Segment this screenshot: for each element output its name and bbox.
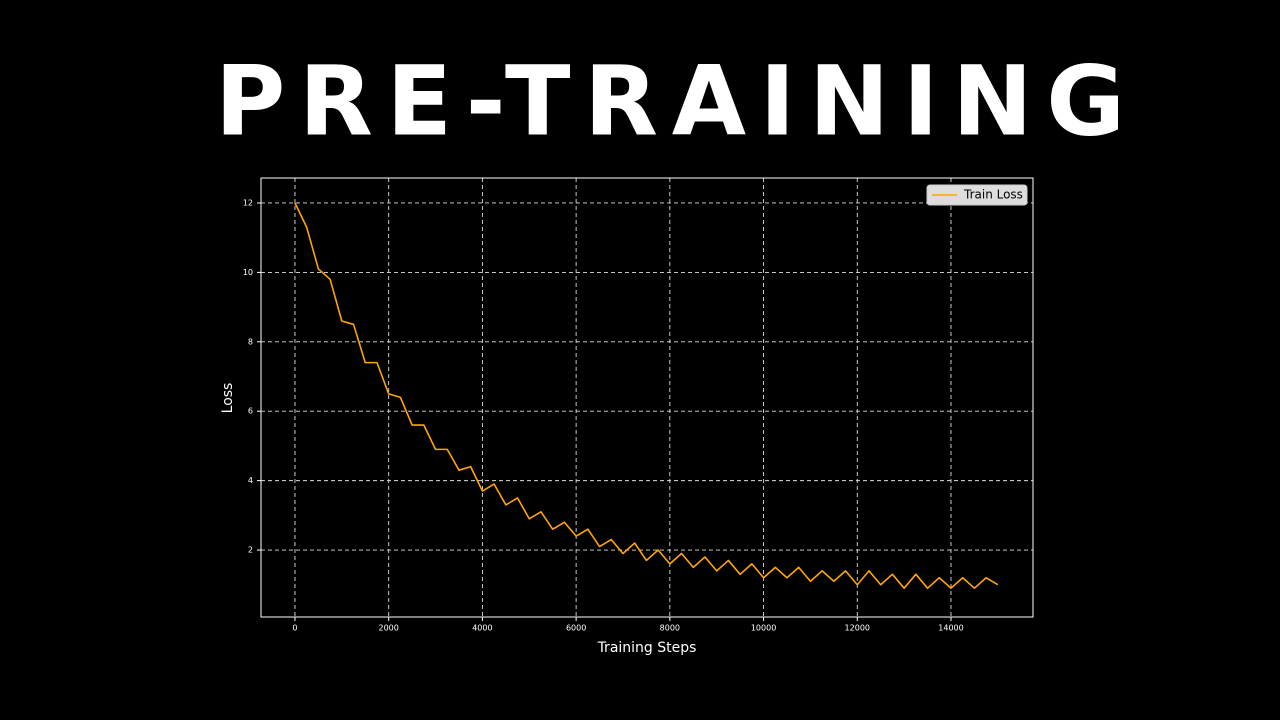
x-tick-label: 4000	[472, 624, 492, 633]
y-tick-label: 2	[248, 546, 253, 555]
y-tick-label: 4	[248, 476, 253, 485]
y-tick-label: 10	[243, 268, 253, 277]
x-tick-label: 8000	[660, 624, 680, 633]
legend-label: Train Loss	[963, 188, 1023, 202]
x-tick-label: 14000	[938, 624, 963, 633]
x-axis-label: Training Steps	[597, 640, 697, 656]
x-tick-label: 2000	[379, 624, 399, 633]
legend-box	[926, 184, 1028, 206]
y-tick-label: 12	[243, 198, 253, 207]
x-tick-label: 6000	[566, 624, 586, 633]
plot-frame	[260, 177, 1034, 618]
y-tick-label: 6	[248, 407, 253, 416]
y-axis-label: Loss	[220, 383, 236, 414]
x-tick-label: 12000	[845, 624, 870, 633]
x-tick-label: 10000	[751, 624, 776, 633]
y-tick-label: 8	[248, 337, 253, 346]
loss-line	[294, 202, 999, 589]
x-tick-label: 0	[292, 624, 297, 633]
